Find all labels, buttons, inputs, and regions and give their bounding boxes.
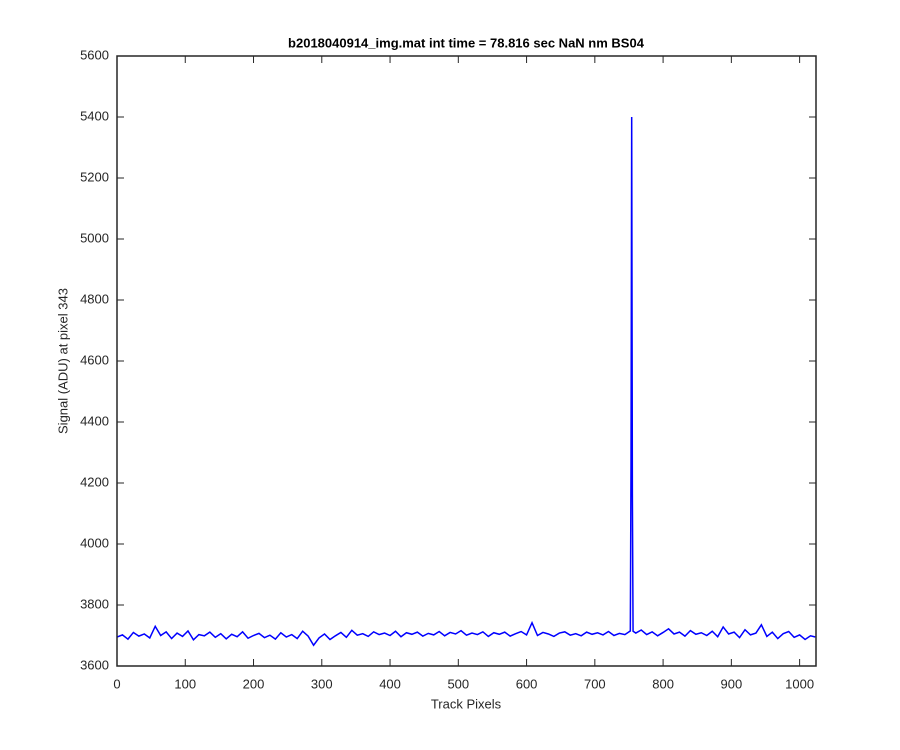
- data-line: [116, 116, 816, 647]
- x-tick-label: 700: [584, 676, 606, 691]
- y-tick-label: 5600: [80, 47, 109, 62]
- plot-frame: [116, 55, 817, 667]
- y-tick-label: 4400: [80, 413, 109, 428]
- y-tick-label: 4000: [80, 535, 109, 550]
- x-tick-label: 100: [174, 676, 196, 691]
- y-tick-label: 5400: [80, 108, 109, 123]
- y-tick-label: 3600: [80, 657, 109, 672]
- x-tick-label: 1000: [785, 676, 814, 691]
- y-tick-label: 5000: [80, 230, 109, 245]
- x-tick-label: 500: [447, 676, 469, 691]
- x-tick-label: 300: [311, 676, 333, 691]
- y-axis-label: Signal (ADU) at pixel 343: [55, 288, 70, 434]
- y-tick-label: 4800: [80, 291, 109, 306]
- x-tick-label: 200: [243, 676, 265, 691]
- y-tick-label: 3800: [80, 596, 109, 611]
- x-tick-label: 400: [379, 676, 401, 691]
- chart-title: b2018040914_img.mat int time = 78.816 se…: [288, 35, 645, 50]
- y-tick-label: 4600: [80, 352, 109, 367]
- x-axis-label: Track Pixels: [431, 696, 502, 711]
- x-tick-label: 600: [516, 676, 538, 691]
- y-tick-label: 4200: [80, 474, 109, 489]
- y-tick-label: 5200: [80, 169, 109, 184]
- x-tick-label: 800: [652, 676, 674, 691]
- x-tick-label: 900: [721, 676, 743, 691]
- x-tick-label: 0: [113, 676, 120, 691]
